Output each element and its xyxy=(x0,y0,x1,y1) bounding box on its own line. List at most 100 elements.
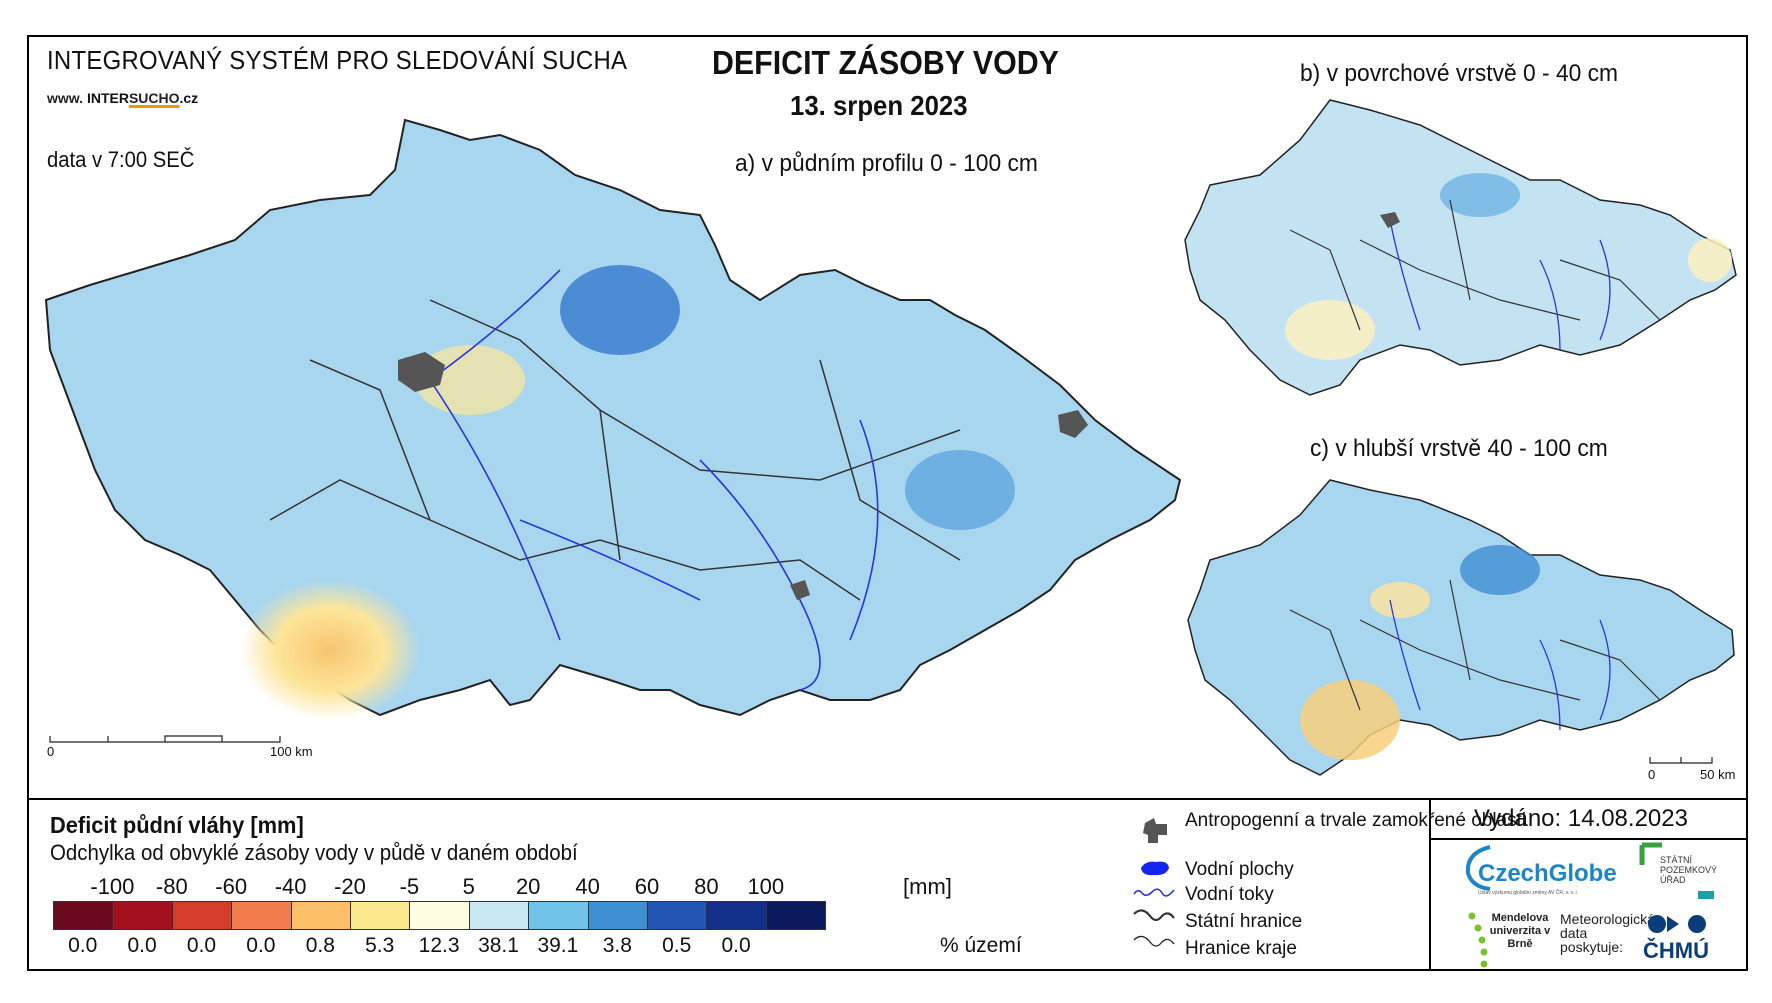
czechglobe-swoosh-icon xyxy=(1465,845,1491,891)
legend-unit: [mm] xyxy=(903,874,952,899)
legend-tick-label: 5 xyxy=(462,874,475,899)
map-b-label: b) v povrchové vrstvě 0 - 40 cm xyxy=(1300,60,1619,87)
legend-tick-label: 80 xyxy=(694,874,719,899)
data-time: data v 7:00 SEČ xyxy=(47,147,195,172)
legend-swatch xyxy=(350,901,411,930)
legend-swatch xyxy=(290,901,351,930)
legend-percent-value: 12.3 xyxy=(418,934,460,957)
wet-area-north xyxy=(560,265,680,355)
map-c-label: c) v hlubší vrstvě 40 - 100 cm xyxy=(1310,435,1608,462)
spu-logo-text: STÁTNÍ POZEMKOVÝ ÚŘAD xyxy=(1660,855,1718,885)
region-border-icon xyxy=(1133,935,1175,947)
legend-tick-label: -40 xyxy=(274,874,307,899)
region-borders-c xyxy=(1289,579,1661,711)
dry-area-b2 xyxy=(1688,238,1732,282)
mendel-dots-icon xyxy=(1468,912,1488,968)
url-prefix: www. xyxy=(47,90,84,106)
legend-tick-label: 40 xyxy=(575,874,600,899)
legend-swatch xyxy=(231,901,292,930)
scale-small-end: 50 km xyxy=(1700,767,1736,782)
legend-divider xyxy=(27,798,1748,800)
url-suffix: .cz xyxy=(179,90,199,106)
brno-urban xyxy=(790,580,810,600)
legend-swatch xyxy=(706,901,767,930)
url-inter: INTER xyxy=(86,90,129,106)
wet-area-east xyxy=(905,450,1015,530)
czechglobe-logo: CzechGlobe xyxy=(1478,860,1617,887)
dry-area-b xyxy=(1285,300,1375,360)
map-a-label: a) v půdním profilu 0 - 100 cm xyxy=(735,150,1038,177)
mendel-logo-text: Mendelova univerzita v Brně xyxy=(1489,912,1551,950)
legend-swatch xyxy=(53,901,114,930)
dry-area-central xyxy=(415,345,525,415)
legend-percent-value: 0.8 xyxy=(305,934,335,957)
legend-swatch xyxy=(112,901,173,930)
dry-area-south xyxy=(240,580,420,720)
prague-urban xyxy=(398,352,445,392)
scale-bar-main xyxy=(49,735,281,743)
issued-date: Vydáno: 14.08.2023 xyxy=(1474,805,1688,832)
czechglobe-subtitle: Ústav výzkumu globální změny AV ČR, v. v… xyxy=(1478,890,1579,896)
scale-small-zero: 0 xyxy=(1648,767,1656,782)
scale-bar-small xyxy=(1649,757,1713,764)
region-borders xyxy=(269,299,961,601)
spu-logo-icon xyxy=(1639,842,1714,899)
website-url[interactable]: www. INTERSUCHO.cz xyxy=(47,90,198,106)
legend-swatch xyxy=(409,901,470,930)
scale-main-zero: 0 xyxy=(47,744,55,759)
legend-rivers: Vodní toky xyxy=(1185,884,1274,905)
legend-water-bodies: Vodní plochy xyxy=(1185,859,1294,880)
legend-tick-label: -80 xyxy=(155,874,188,899)
scale-main-end: 100 km xyxy=(270,744,313,759)
legend-tick-label: 100 xyxy=(747,874,785,899)
legend-percent-value: 39.1 xyxy=(537,934,579,957)
legend-tick-label: -20 xyxy=(334,874,366,899)
legend-percent-value: 0.5 xyxy=(662,934,692,957)
legend-swatch xyxy=(171,901,233,930)
legend-percent-value: 0.0 xyxy=(721,934,751,957)
region-borders-b xyxy=(1289,199,1661,331)
river-icon xyxy=(1133,888,1175,897)
legend-tick-label: -5 xyxy=(399,874,420,899)
legend-title: Deficit půdní vláhy [mm] xyxy=(50,812,304,838)
wet-area-b xyxy=(1440,173,1520,217)
dry-area-c xyxy=(1300,680,1400,760)
water-body-icon xyxy=(1141,861,1169,876)
issued-divider xyxy=(1429,838,1748,840)
czech-republic-shape-c xyxy=(1187,479,1735,776)
legend-percent-value: 0.0 xyxy=(127,934,157,957)
map-date: 13. srpen 2023 xyxy=(790,90,968,121)
legend-subtitle: Odchylka od obvyklé zásoby vody v půdě v… xyxy=(50,840,578,865)
legend-percent-value: 5.3 xyxy=(365,934,395,957)
legend-swatch xyxy=(587,901,648,930)
legend-percent-label: % území xyxy=(940,934,1022,957)
urban-symbol-icon xyxy=(1143,818,1167,843)
legend-percent-value: 3.8 xyxy=(602,934,632,957)
prague-urban-b xyxy=(1380,212,1400,228)
legend-swatch xyxy=(468,901,530,930)
legend-tick-label: -60 xyxy=(215,874,248,899)
state-border-icon xyxy=(1133,909,1175,922)
legend-urban: Antropogenní a trvale zamokřené oblasti xyxy=(1185,810,1527,831)
legend-swatch xyxy=(765,901,827,930)
rivers-c xyxy=(1389,599,1611,731)
chmu-logo-icon xyxy=(1648,915,1706,933)
map-frame xyxy=(27,35,1748,971)
url-sucho: SUCHO xyxy=(128,90,180,106)
legend-swatch xyxy=(647,901,708,930)
footer-divider xyxy=(1429,798,1431,971)
system-title: INTEGROVANÝ SYSTÉM PRO SLEDOVÁNÍ SUCHA xyxy=(47,45,628,75)
legend-percent-value: 0.0 xyxy=(186,934,217,957)
dry-area-c2 xyxy=(1370,582,1430,618)
legend-tick-label: 20 xyxy=(515,874,541,899)
ostrava-urban xyxy=(1058,410,1088,438)
chmu-logo-text: ČHMÚ xyxy=(1643,938,1709,963)
main-title: DEFICIT ZÁSOBY VODY xyxy=(712,44,1059,81)
legend-tick-label: 60 xyxy=(634,874,660,899)
legend-state-border: Státní hranice xyxy=(1185,911,1303,932)
legend-percent-value: 0.0 xyxy=(246,934,276,957)
legend-percent-value: 0.0 xyxy=(68,934,98,957)
